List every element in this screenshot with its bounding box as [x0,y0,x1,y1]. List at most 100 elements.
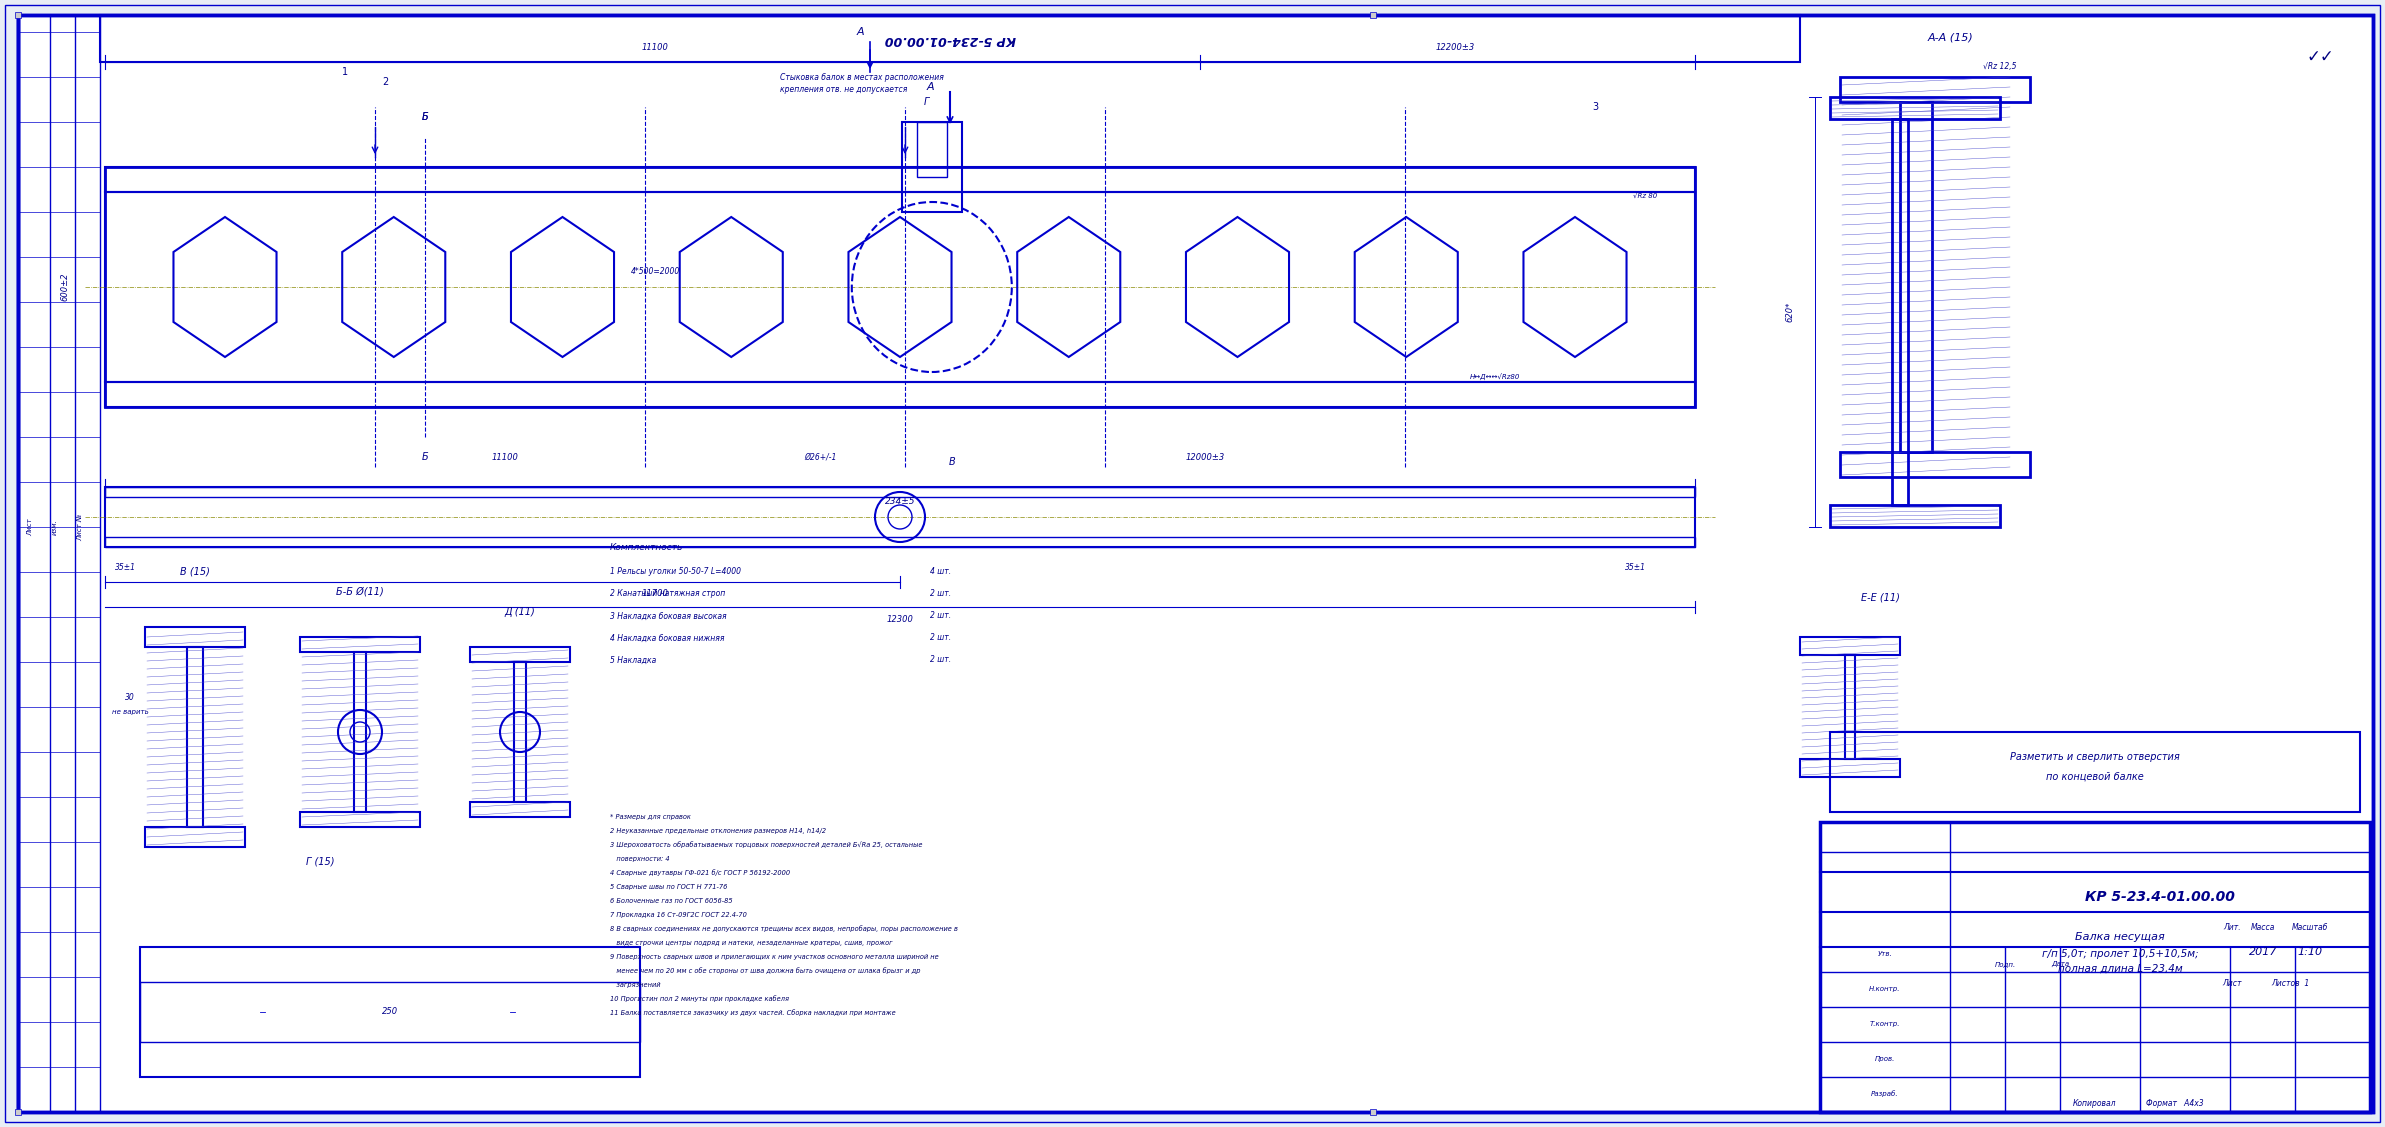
Text: 5 Сварные швы по ГОСТ Н 771-76: 5 Сварные швы по ГОСТ Н 771-76 [611,884,727,890]
Text: 1 Рельсы уголки 50-50-7 L=4000: 1 Рельсы уголки 50-50-7 L=4000 [611,568,742,577]
Text: Копировал: Копировал [2073,1100,2118,1109]
Text: Разметить и сверлить отверстия: Разметить и сверлить отверстия [2011,752,2180,762]
Text: 12200±3: 12200±3 [1436,43,1474,52]
Text: * Размеры для справок: * Размеры для справок [611,814,692,820]
Text: менее чем по 20 мм с обе стороны от шва должна быть очищена от шлака брызг и др: менее чем по 20 мм с обе стороны от шва … [611,968,921,975]
Bar [145,627,246,647]
Text: Лист: Лист [2223,979,2242,988]
Text: 2 Неуказанные предельные отклонения размеров H14, h14/2: 2 Неуказанные предельные отклонения разм… [611,828,825,834]
Text: 2 шт.: 2 шт. [930,633,952,642]
Text: 4 Накладка боковая нижняя: 4 Накладка боковая нижняя [611,633,725,642]
Text: Б-Б Ø(11): Б-Б Ø(11) [336,587,384,597]
Text: КР 5-234-01.00.00: КР 5-234-01.00.00 [885,33,1016,45]
Bar [1839,77,2030,103]
Bar [353,653,365,811]
Text: загрязнений: загрязнений [611,982,661,988]
Text: Б: Б [422,112,429,122]
Text: √Rz 12,5: √Rz 12,5 [1984,62,2018,71]
Text: 4 Сварные двутавры ГФ-021 б/с ГОСТ Р 56192-2000: 4 Сварные двутавры ГФ-021 б/с ГОСТ Р 561… [611,870,789,877]
Text: изм.: изм. [52,520,57,535]
Text: 4*500=2000: 4*500=2000 [630,267,680,276]
Text: 5 Накладка: 5 Накладка [611,656,656,665]
Bar [1891,119,1908,505]
Text: Г: Г [923,97,930,107]
Text: Лист №: Лист № [76,514,83,541]
Text: 9 Поверхность сварных швов и прилегающих к ним участков основного металла ширино: 9 Поверхность сварных швов и прилегающих… [611,953,940,960]
Text: виде строчки центры подряд и натеки, незаделанные кратеры, сшив, прожог: виде строчки центры подряд и натеки, нез… [611,940,892,946]
Text: 11100: 11100 [642,43,668,52]
Bar [141,947,639,1077]
Text: 6 Болоченные газ по ГОСТ 6056-85: 6 Болоченные газ по ГОСТ 6056-85 [611,898,732,904]
Text: Н↔Д↔↔√Rz80: Н↔Д↔↔√Rz80 [1469,373,1519,381]
Bar [470,647,570,662]
Text: Формат   А4х3: Формат А4х3 [2146,1100,2204,1109]
Text: 3 Накладка боковая высокая: 3 Накладка боковая высокая [611,612,727,621]
Bar [1829,505,2001,527]
Text: 2 шт.: 2 шт. [930,656,952,665]
Text: 2 шт.: 2 шт. [930,612,952,621]
Bar [1801,758,1901,777]
Text: 600±2: 600±2 [60,273,69,301]
Text: Масштаб: Масштаб [2292,923,2328,932]
Text: 12000±3: 12000±3 [1185,453,1224,461]
Text: Стыковка балок в местах расположения: Стыковка балок в местах расположения [780,72,944,81]
Text: 30: 30 [124,692,136,701]
Text: г/п 5,0т; пролет 10,5+10,5м;: г/п 5,0т; пролет 10,5+10,5м; [2042,949,2199,959]
Text: Листов  1: Листов 1 [2271,979,2309,988]
Text: крепления отв. не допускается: крепления отв. не допускается [780,85,906,94]
Bar [1801,637,1901,655]
Text: 2 шт.: 2 шт. [930,589,952,598]
Text: по концевой балке: по концевой балке [2046,772,2144,782]
Text: 1:10: 1:10 [2297,947,2323,957]
Text: 1: 1 [341,66,348,77]
Text: 3: 3 [1591,103,1598,112]
Bar [515,662,527,802]
Text: Подп.: Подп. [1994,961,2015,967]
Bar [145,827,246,848]
Text: 2: 2 [382,77,389,87]
Bar [916,122,947,177]
Text: поверхности: 4: поверхности: 4 [611,857,670,862]
Bar [105,382,1696,407]
Text: Лит.: Лит. [2223,923,2242,932]
Bar [105,192,1696,382]
Text: 7 Прокладка 16 Ст-09Г2С ГОСТ 22.4-70: 7 Прокладка 16 Ст-09Г2С ГОСТ 22.4-70 [611,912,747,919]
Text: КР 5-23.4-01.00.00: КР 5-23.4-01.00.00 [2084,890,2235,904]
Text: ✓✓: ✓✓ [2306,48,2335,66]
Text: А: А [856,27,863,37]
Text: В (15): В (15) [179,567,210,577]
Text: Д (11): Д (11) [506,607,534,616]
Text: Утв.: Утв. [1877,951,1891,957]
Bar [1901,103,1932,452]
Text: А: А [925,82,935,92]
Text: Лист: Лист [26,518,33,535]
Text: 11 Балка поставляется заказчику из двух частей. Сборка накладки при монтаже: 11 Балка поставляется заказчику из двух … [611,1010,897,1017]
Bar [1829,733,2361,811]
Bar [1846,655,1856,758]
Text: Пров.: Пров. [1875,1056,1896,1062]
Bar [14,1109,21,1115]
Bar [1839,452,2030,477]
Text: 2 Канатный натяжная строп: 2 Канатный натяжная строп [611,589,725,598]
Text: 4 шт.: 4 шт. [930,568,952,577]
Bar [1829,97,2001,119]
Text: 35±1: 35±1 [1624,562,1646,571]
Text: Б: Б [422,452,429,462]
Text: Дата: Дата [2051,961,2070,967]
Text: 12300: 12300 [887,615,913,624]
Text: А-А (15): А-А (15) [1927,32,1972,42]
Bar [1820,822,2371,1112]
Bar [301,811,420,827]
Text: Н.контр.: Н.контр. [1870,986,1901,992]
Text: В: В [949,458,954,467]
Text: 234±5: 234±5 [885,497,916,506]
Text: не варить: не варить [112,709,148,715]
Text: √Rz 80: √Rz 80 [1634,194,1658,199]
Text: 11100: 11100 [491,453,518,461]
Bar [100,15,1801,62]
Text: Ø26+/-1: Ø26+/-1 [804,453,837,461]
Bar [1369,1109,1376,1115]
Text: Т.контр.: Т.контр. [1870,1021,1901,1027]
Bar [186,647,203,827]
Text: Балка несущая: Балка несущая [2075,932,2166,942]
